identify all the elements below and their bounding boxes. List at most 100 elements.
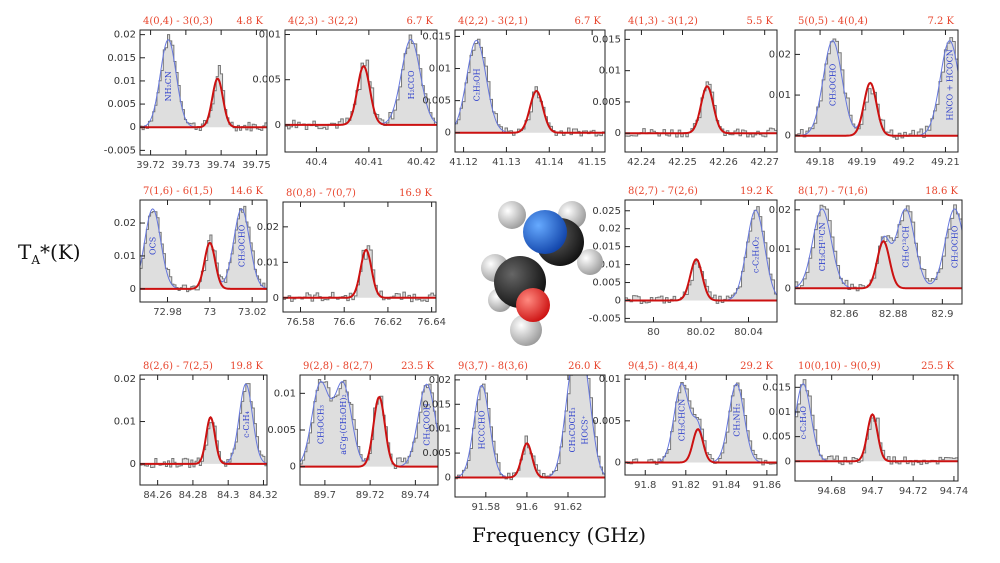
species-label: CH₃OCH₃ <box>316 405 325 444</box>
x-axis-label: Frequency (GHz) <box>472 523 647 547</box>
x-tick-label: 49.18 <box>806 157 835 168</box>
y-tick-label: 0.02 <box>599 224 621 235</box>
x-tick-label: 76.58 <box>286 317 315 328</box>
y-tick-label: 0.02 <box>769 49 791 60</box>
model-line <box>140 77 267 129</box>
observed-fill <box>140 206 267 292</box>
y-tick-label: 0.005 <box>252 75 281 86</box>
species-label: HCCCHO <box>478 410 487 449</box>
panel: NH₂CN 39.72 39.73 39.74 39.75 -0.005 0 0.005 0.0… <box>104 16 271 171</box>
x-tick-label: 49.2 <box>893 157 915 168</box>
y-tick-label: -0.005 <box>104 145 136 156</box>
transition-label: 4(2,2) - 3(2,1) <box>458 16 528 27</box>
molecule-model <box>481 201 603 346</box>
x-tick-label: 76.62 <box>374 317 403 328</box>
x-tick-label: 80 <box>647 327 660 338</box>
y-tick-label: 0.01 <box>114 76 136 87</box>
temperature-label: 6.7 K <box>406 16 433 27</box>
model-line <box>140 241 267 290</box>
y-tick-label: 0.005 <box>592 97 621 108</box>
observed-fill <box>300 379 438 469</box>
y-tick-label: 0 <box>290 462 296 473</box>
y-tick-label: 0 <box>785 131 791 142</box>
species-label: HNCO + HCOCN <box>946 49 955 120</box>
transition-label: 7(1,6) - 6(1,5) <box>143 186 213 197</box>
temperature-label: 19.2 K <box>740 186 773 197</box>
temperature-label: 26.0 K <box>568 361 601 372</box>
panel-frame <box>624 374 778 476</box>
model-line <box>795 81 958 137</box>
species-label: CH₂OCHO <box>951 225 960 268</box>
panel: c-C₂H₄O 94.68 94.7 94.72 94.74 0 0.005 0.01 0.01… <box>762 361 968 497</box>
species-label: CH₃COCH₃ <box>568 407 577 452</box>
y-tick-label: 0.02 <box>257 222 279 233</box>
species-label: CH₃CHCN <box>678 399 687 442</box>
x-tick-label: 94.68 <box>817 486 846 497</box>
y-tick-label: 0.005 <box>422 448 451 459</box>
x-tick-label: 82.9 <box>931 309 953 320</box>
y-tick-label: 0.005 <box>592 416 621 427</box>
panel-frame <box>284 29 438 153</box>
y-tick-label: 0.02 <box>114 218 136 229</box>
panel: c-C₃H₄ 84.26 84.28 84.3 84.32 0 0.01 0.02 8(2,6)… <box>114 361 278 501</box>
y-tick-label: 0.005 <box>267 425 296 436</box>
transition-label: 10(0,10) - 9(0,9) <box>798 361 881 372</box>
species-label: aG'g-(CH₂OH)₂ <box>339 394 348 454</box>
x-tick-label: 91.62 <box>554 502 583 513</box>
x-tick-label: 40.42 <box>407 157 436 168</box>
transition-label: 4(0,4) - 3(0,3) <box>143 16 213 27</box>
model-line <box>283 248 436 299</box>
atom <box>523 210 567 254</box>
transition-label: 8(0,8) - 7(0,7) <box>286 188 356 199</box>
y-tick-label: 0 <box>275 120 281 131</box>
x-tick-label: 80.02 <box>687 327 716 338</box>
y-tick-label: -0.005 <box>589 313 621 324</box>
y-tick-label: 0 <box>615 295 621 306</box>
transition-label: 8(1,7) - 7(1,6) <box>798 186 868 197</box>
panel-frame <box>454 374 606 498</box>
transition-label: 9(3,7) - 8(3,6) <box>458 361 528 372</box>
y-tick-label: 0.02 <box>769 205 791 216</box>
x-tick-label: 42.25 <box>668 157 697 168</box>
species-label: CH₃OCHO <box>829 63 838 106</box>
panel: OCS CH₃OCHO 72.98 73 73.02 0 0.01 0.02 7(1,6) - … <box>114 186 268 318</box>
atom <box>577 249 603 275</box>
y-tick-label: 0.01 <box>114 251 136 262</box>
y-tick-label: 0 <box>785 283 791 294</box>
y-tick-label: 0.01 <box>259 30 281 41</box>
y-tick-label: 0.01 <box>599 66 621 77</box>
x-tick-label: 84.26 <box>143 490 172 501</box>
x-tick-label: 49.21 <box>931 157 960 168</box>
x-tick-label: 49.19 <box>848 157 877 168</box>
y-tick-label: 0.01 <box>429 64 451 75</box>
y-tick-label: 0.01 <box>429 424 451 435</box>
model-line <box>625 428 777 464</box>
y-tick-label: 0.01 <box>599 260 621 271</box>
panel: H₂CCO 40.4 40.41 40.42 0 0.005 0.01 4(2,3) - 3(… <box>252 16 438 168</box>
x-tick-label: 40.4 <box>305 157 327 168</box>
x-tick-label: 89.72 <box>356 490 385 501</box>
x-tick-label: 94.74 <box>940 486 969 497</box>
transition-label: 8(2,6) - 7(2,5) <box>143 361 213 372</box>
transition-label: 8(2,7) - 7(2,6) <box>628 186 698 197</box>
temperature-label: 25.5 K <box>921 361 954 372</box>
panel: c-C₂H₄O₂ 80 80.02 80.04 -0.005 0 0.005 0.01 0.01… <box>589 186 778 338</box>
x-tick-label: 94.72 <box>899 486 928 497</box>
panel: CH₃OCH₃ aG'g-(CH₂OH)₂ CH₃COOH 89.7 89.72 89.7… <box>267 361 439 501</box>
model-line <box>140 415 267 465</box>
y-tick-label: 0 <box>130 122 136 133</box>
x-tick-label: 91.84 <box>712 480 741 491</box>
y-tick-label: 0.02 <box>429 375 451 386</box>
observed-spectrum <box>795 204 962 292</box>
x-tick-label: 94.7 <box>861 486 883 497</box>
transition-label: 9(2,8) - 8(2,7) <box>303 361 373 372</box>
atom <box>510 314 542 346</box>
model-line <box>455 442 605 479</box>
y-tick-label: 0.015 <box>107 53 136 64</box>
temperature-label: 29.2 K <box>740 361 773 372</box>
y-tick-label: 0.02 <box>114 374 136 385</box>
x-tick-label: 82.88 <box>879 309 908 320</box>
species-label: CH₃OCHO <box>238 224 247 267</box>
x-tick-label: 76.6 <box>333 317 355 328</box>
x-tick-label: 41.15 <box>578 157 607 168</box>
